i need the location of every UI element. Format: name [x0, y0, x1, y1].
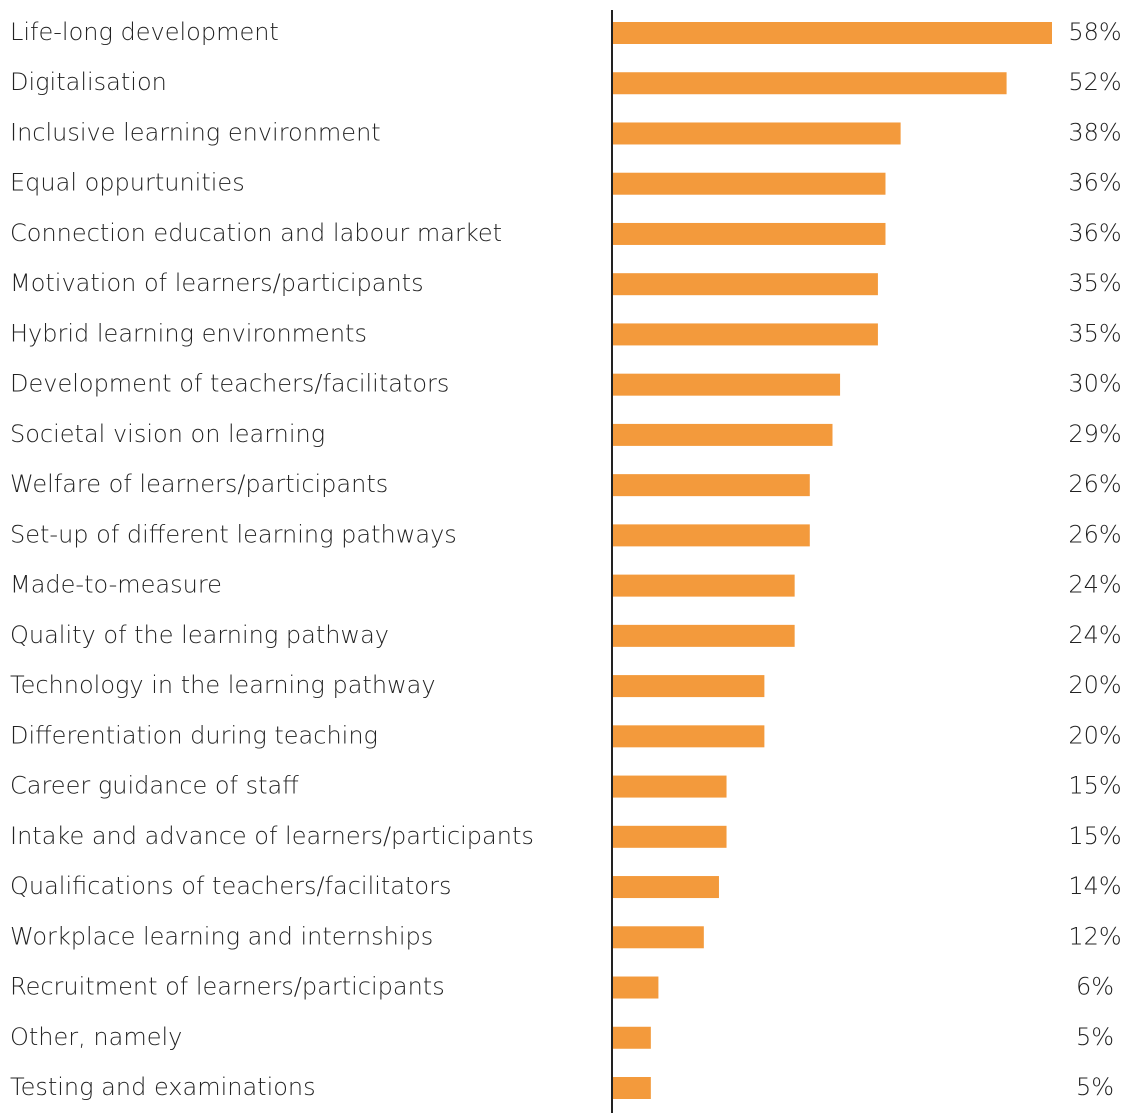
category-label: Testing and examinations	[10, 1073, 316, 1101]
category-label: Workplace learning and internships	[10, 922, 433, 950]
bar	[613, 876, 719, 899]
bar	[613, 273, 878, 296]
value-label: 20%	[1068, 671, 1121, 699]
bar	[613, 976, 659, 999]
value-label: 38%	[1068, 118, 1121, 146]
value-label: 29%	[1068, 420, 1121, 448]
value-label: 58%	[1068, 18, 1121, 46]
category-label: Motivation of learners/participants	[10, 269, 424, 297]
bar	[613, 222, 886, 245]
bar	[613, 524, 810, 547]
category-label: Differentiation during teaching	[10, 721, 378, 749]
bar	[613, 323, 878, 346]
category-label: Development of teachers/facilitators	[10, 370, 449, 398]
bar	[613, 574, 795, 597]
category-label: Technology in the learning pathway	[10, 671, 436, 699]
category-label: Quality of the learning pathway	[10, 621, 389, 649]
category-label: Other, namely	[10, 1023, 182, 1051]
bar	[613, 22, 1052, 44]
bar	[613, 675, 765, 698]
value-label: 35%	[1068, 269, 1121, 297]
category-label: Recruitment of learners/participants	[10, 973, 445, 1001]
bar	[613, 474, 810, 497]
category-label: Equal oppurtunities	[10, 169, 245, 197]
value-label: 6%	[1076, 973, 1114, 1001]
bar	[613, 775, 727, 798]
category-label: Qualifications of teachers/facilitators	[10, 872, 451, 900]
category-label: Hybrid learning environments	[10, 319, 367, 347]
bar	[613, 373, 841, 396]
category-label: Made-to-measure	[10, 571, 222, 599]
category-label: Inclusive learning environment	[10, 118, 381, 146]
category-label: Societal vision on learning	[10, 420, 325, 448]
bar	[613, 423, 833, 446]
bar	[613, 122, 901, 145]
value-label: 30%	[1068, 370, 1121, 398]
category-label: Welfare of learners/participants	[10, 470, 388, 498]
value-label: 5%	[1076, 1023, 1114, 1051]
bar	[613, 1026, 651, 1049]
bar	[613, 825, 727, 848]
value-label: 15%	[1068, 772, 1121, 800]
bar	[613, 1077, 651, 1099]
value-label: 24%	[1068, 621, 1121, 649]
value-label: 20%	[1068, 721, 1121, 749]
value-label: 5%	[1076, 1073, 1114, 1101]
bar	[613, 72, 1007, 95]
value-label: 26%	[1068, 470, 1121, 498]
value-label: 12%	[1068, 922, 1121, 950]
category-label: Career guidance of staff	[10, 772, 299, 800]
value-label: 52%	[1068, 68, 1121, 96]
category-label: Connection education and labour market	[10, 219, 502, 247]
value-label: 14%	[1068, 872, 1121, 900]
category-label: Set-up of different learning pathways	[10, 520, 457, 548]
value-label: 24%	[1068, 571, 1121, 599]
bar	[613, 926, 704, 949]
category-label: Digitalisation	[10, 68, 167, 96]
value-label: 26%	[1068, 520, 1121, 548]
value-label: 36%	[1068, 169, 1121, 197]
value-label: 36%	[1068, 219, 1121, 247]
bar	[613, 172, 886, 195]
value-label: 35%	[1068, 319, 1121, 347]
bar	[613, 725, 765, 748]
value-label: 15%	[1068, 822, 1121, 850]
category-label: Intake and advance of learners/participa…	[10, 822, 534, 850]
category-label: Life-long development	[10, 18, 279, 46]
bar	[613, 624, 795, 647]
